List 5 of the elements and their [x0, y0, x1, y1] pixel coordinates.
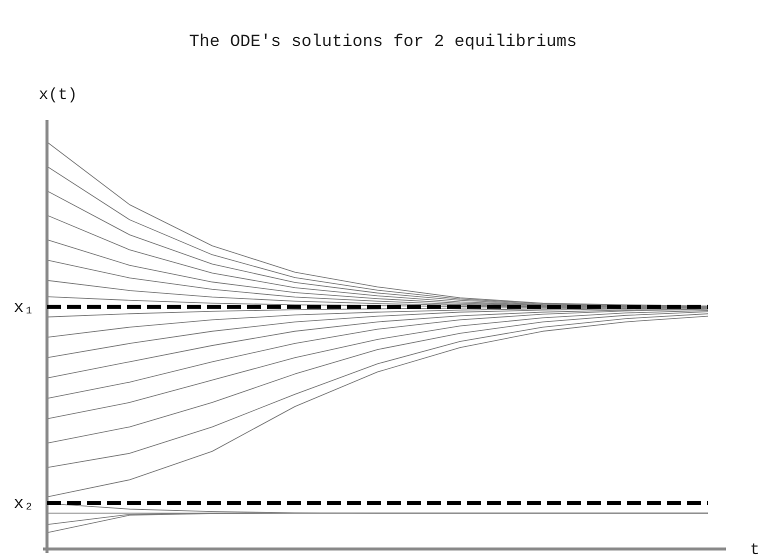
chart-title: The ODE's solutions for 2 equilibriums — [189, 33, 577, 52]
ref-line-label: x₁ — [14, 298, 34, 318]
y-axis-title: x(t) — [38, 86, 78, 104]
x-axis-title: t — [750, 541, 760, 556]
ref-line-label: x₂ — [14, 495, 34, 514]
